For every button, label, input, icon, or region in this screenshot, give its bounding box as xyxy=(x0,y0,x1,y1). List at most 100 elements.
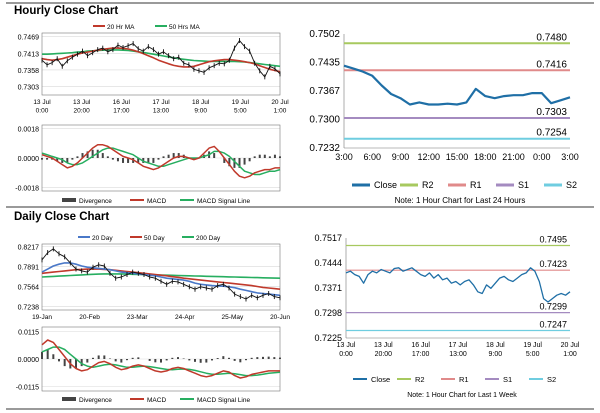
level-label-r1: 0.7423 xyxy=(539,259,567,269)
legend-label: MACD xyxy=(147,397,166,404)
daily-section-title: Daily Close Chart xyxy=(14,211,110,223)
x-tick-label: 19 Jul xyxy=(232,99,250,106)
x-tick-label: 3:00 xyxy=(561,152,579,162)
level-label-s2: 0.7247 xyxy=(539,319,567,329)
x-tick-label: 16 Jul xyxy=(411,342,430,349)
x-tick-label: 9:00 xyxy=(489,351,503,358)
legend-label: R2 xyxy=(415,375,425,384)
x-tick-label: 25-May xyxy=(222,314,244,321)
x-tick-label: 13 Jul xyxy=(73,99,91,106)
x-tick-label: 20:00 xyxy=(375,351,393,358)
y-tick-label: -0.0115 xyxy=(16,384,39,391)
legend-label: Close xyxy=(374,180,397,190)
x-tick-label: 18 Jul xyxy=(192,99,210,106)
legend-label: 20 Day xyxy=(92,235,113,242)
x-tick-label: 17 Jul xyxy=(152,99,170,106)
chart-note: Note: 1 Hour Chart for Last 1 Week xyxy=(407,392,517,399)
y-tick-label: 0.7303 xyxy=(18,85,40,92)
y-tick-label: 0.7300 xyxy=(309,114,340,125)
ma20-line xyxy=(41,262,281,297)
ma20-line xyxy=(41,47,281,73)
y-tick-label: 0.0018 xyxy=(18,126,40,133)
legend-label: R2 xyxy=(422,180,434,190)
legend-label: S1 xyxy=(503,375,512,384)
x-tick-label: 13 Jul xyxy=(337,342,356,349)
hourly-section-title: Hourly Close Chart xyxy=(14,5,119,17)
level-label-s1: 0.7299 xyxy=(539,302,567,312)
x-tick-label: 9:00 xyxy=(392,152,410,162)
legend-label: S2 xyxy=(566,180,577,190)
x-tick-label: 0:00 xyxy=(339,351,353,358)
x-tick-label: 17:00 xyxy=(113,108,130,115)
x-tick-label: 13 Jul xyxy=(374,342,393,349)
y-tick-label: 0.0115 xyxy=(18,330,39,337)
x-tick-label: 3:00 xyxy=(335,152,353,162)
legend-label: Divergence xyxy=(79,397,112,404)
level-label-s1: 0.7303 xyxy=(536,107,567,118)
x-tick-label: 16 Jul xyxy=(113,99,131,106)
y-tick-label: 0.7232 xyxy=(309,143,340,154)
y-tick-label: 0.7367 xyxy=(309,86,340,97)
close-line xyxy=(345,267,571,303)
legend-label: R1 xyxy=(459,375,469,384)
level-label-r1: 0.7416 xyxy=(536,59,567,70)
x-tick-label: 5:00 xyxy=(234,108,247,115)
x-tick-label: 23-Mar xyxy=(127,314,148,321)
y-tick-label: 0.8217 xyxy=(18,245,40,252)
legend-label: 50 Hrs MA xyxy=(169,24,200,31)
y-tick-label: 0.0000 xyxy=(18,156,40,163)
legend-label: MACD Signal Line xyxy=(197,397,250,404)
y-tick-label: -0.0018 xyxy=(15,186,39,193)
chart-note: Note: 1 Hour Chart for Last 24 Hours xyxy=(395,196,526,205)
top-frame-line xyxy=(6,2,594,4)
y-tick-label: 0.7371 xyxy=(314,283,342,293)
x-tick-label: 24-Apr xyxy=(175,314,195,321)
y-tick-label: 0.7891 xyxy=(18,265,40,272)
x-tick-label: 18:00 xyxy=(474,152,497,162)
x-tick-label: 13:00 xyxy=(449,351,467,358)
x-tick-label: 13:00 xyxy=(153,108,170,115)
legend-label: S1 xyxy=(518,180,529,190)
y-tick-label: 0.7444 xyxy=(314,258,342,268)
legend-label: 20 Hr MA xyxy=(107,24,135,31)
x-tick-label: 19-Jan xyxy=(32,314,52,321)
legend-label: MACD xyxy=(147,198,166,205)
bottom-frame-line xyxy=(6,408,594,410)
x-tick-label: 17 Jul xyxy=(449,342,468,349)
x-tick-label: 1:00 xyxy=(274,108,287,115)
legend-label: Close xyxy=(371,375,390,384)
legend-label: R1 xyxy=(470,180,482,190)
section-divider xyxy=(6,206,594,208)
x-tick-label: 19 Jul xyxy=(523,342,542,349)
legend-label: Divergence xyxy=(79,198,112,205)
x-tick-label: 9:00 xyxy=(194,108,207,115)
y-tick-label: 0.7564 xyxy=(18,285,40,292)
x-tick-label: 0:00 xyxy=(533,152,551,162)
y-tick-label: 0.7358 xyxy=(18,68,40,75)
legend-label: 200 Day xyxy=(196,235,221,242)
level-label-s2: 0.7254 xyxy=(536,128,567,139)
macd-line xyxy=(41,339,280,379)
x-tick-label: 20:00 xyxy=(74,108,91,115)
y-tick-label: 0.7238 xyxy=(18,304,40,311)
x-tick-label: 6:00 xyxy=(363,152,381,162)
y-tick-label: 0.7517 xyxy=(314,233,342,243)
legend-label: 50 Day xyxy=(144,235,165,242)
level-label-r2: 0.7480 xyxy=(536,32,567,43)
x-tick-label: 5:00 xyxy=(526,351,540,358)
y-tick-label: 0.7435 xyxy=(309,57,340,68)
legend-label: S2 xyxy=(547,375,556,384)
legend-label: MACD Signal Line xyxy=(197,198,250,205)
x-tick-label: 12:00 xyxy=(417,152,440,162)
x-tick-label: 20 Jul xyxy=(561,342,580,349)
signal-line xyxy=(41,346,281,377)
macd-line xyxy=(41,144,280,179)
close-line xyxy=(343,64,571,106)
x-tick-label: 15:00 xyxy=(446,152,469,162)
x-tick-label: 18 Jul xyxy=(486,342,505,349)
